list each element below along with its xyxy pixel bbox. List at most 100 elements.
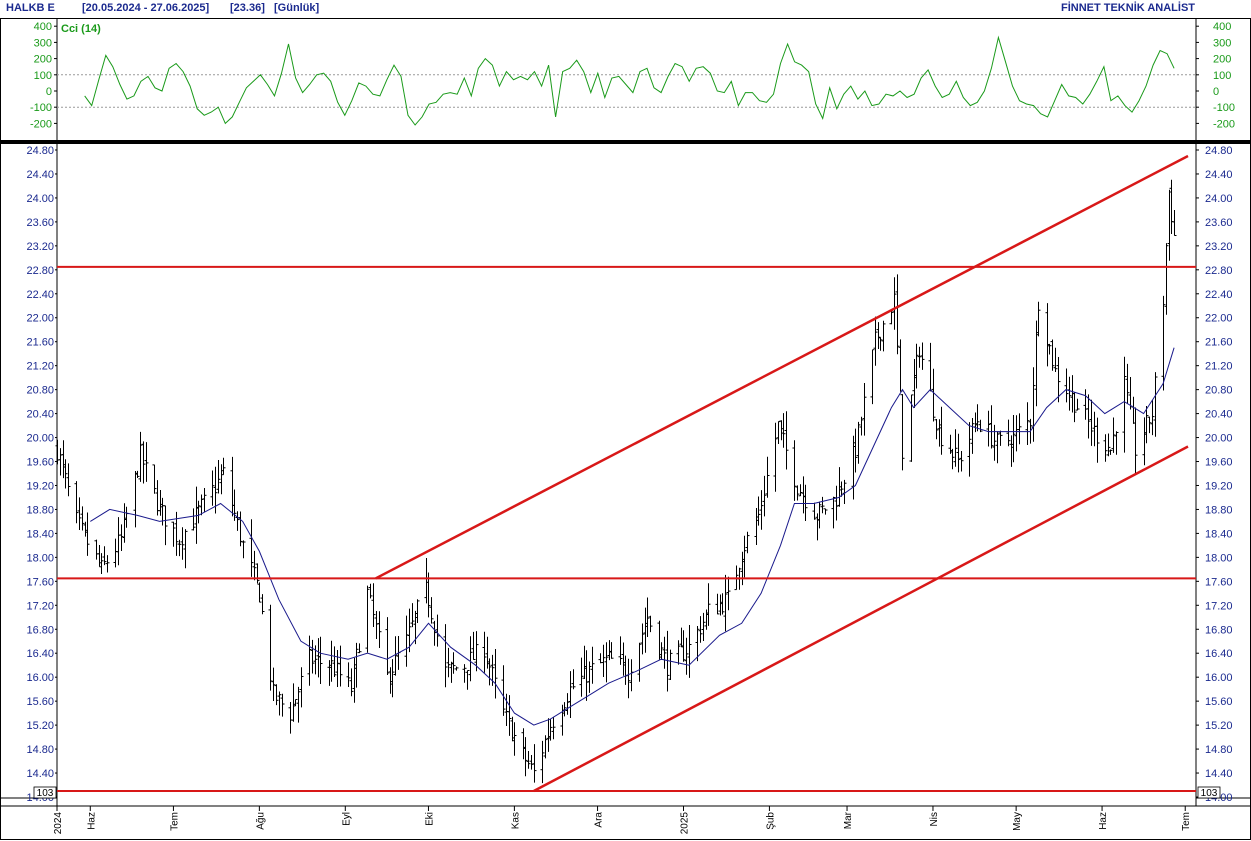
cci-tick-right-label: -100 [1213,102,1235,114]
period-label: [Günlük] [274,2,320,14]
price-tick-right-label: 21.20 [1205,361,1233,373]
cci-tick-left-label: -200 [30,118,52,130]
price-tick-left-label: 18.00 [26,552,54,564]
cci-tick-left-label: 300 [34,37,52,49]
price-tick-left-label: 20.00 [26,433,54,445]
cci-tick-left-label: 200 [34,54,52,66]
price-tick-left-label: 14.40 [26,768,54,780]
price-tick-left-label: 20.80 [26,385,54,397]
price-tick-left-label: 20.40 [26,409,54,421]
price-tick-left-label: 15.60 [26,696,54,708]
date-tick-label: Eyl [341,812,352,826]
price-tick-left-label: 19.20 [26,480,54,492]
price-tick-right-label: 14.80 [1205,744,1233,756]
cci-tick-right-label: -200 [1213,118,1235,130]
price-tick-right-label: 20.80 [1205,385,1233,397]
price-tick-right-label: 23.60 [1205,217,1233,229]
price-tick-right-label: 20.40 [1205,409,1233,421]
price-tick-right-label: 21.60 [1205,337,1233,349]
price-tick-right-label: 16.80 [1205,624,1233,636]
price-tick-right-label: 16.00 [1205,672,1233,684]
price-tick-right-label: 22.40 [1205,289,1233,301]
price-tick-right-label: 18.00 [1205,552,1233,564]
price-tick-right-label: 19.60 [1205,457,1233,469]
price-tick-right-label: 16.40 [1205,648,1233,660]
price-tick-left-label: 17.20 [26,600,54,612]
date-tick-label: Haz [1098,812,1109,830]
cci-tick-right-label: 0 [1213,86,1219,98]
price-tick-left-label: 24.00 [26,193,54,205]
cci-tick-left-label: -100 [30,102,52,114]
price-tick-right-label: 22.80 [1205,265,1233,277]
symbol-label: HALKB E [6,2,55,14]
date-tick-label: Mar [843,811,854,829]
price-tick-left-label: 24.80 [26,145,54,157]
cci-line [84,35,1175,126]
date-tick-label: 2025 [679,812,690,835]
cci-tick-right-label: 100 [1213,70,1231,82]
price-tick-right-label: 15.20 [1205,720,1233,732]
last-price-label: [23.36] [230,2,265,14]
cci-tick-left-label: 400 [34,21,52,33]
price-tick-left-label: 22.40 [26,289,54,301]
price-tick-left-label: 24.40 [26,169,54,181]
cci-tick-left-label: 0 [46,86,52,98]
price-tick-right-label: 24.80 [1205,145,1233,157]
date-range-label: [20.05.2024 - 27.06.2025] [82,2,210,14]
price-tick-left-label: 23.20 [26,241,54,253]
scale-label-right: 103 [1201,788,1218,799]
moving-average-line [90,347,1175,726]
price-tick-left-label: 21.60 [26,337,54,349]
price-tick-left-label: 16.80 [26,624,54,636]
price-tick-right-label: 14.40 [1205,768,1233,780]
price-tick-right-label: 22.00 [1205,313,1233,325]
price-tick-left-label: 22.00 [26,313,54,325]
cci-tick-right-label: 300 [1213,37,1231,49]
price-bars [55,179,1177,784]
price-tick-right-label: 24.40 [1205,169,1233,181]
price-tick-left-label: 18.80 [26,504,54,516]
price-tick-right-label: 18.80 [1205,504,1233,516]
date-tick-label: Şub [765,812,776,830]
date-tick-label: Ara [594,812,605,828]
price-tick-right-label: 17.20 [1205,600,1233,612]
chart-header: HALKB E [20.05.2024 - 27.06.2025] [23.36… [0,0,1251,18]
price-tick-right-label: 15.60 [1205,696,1233,708]
date-tick-label: Kas [510,812,521,829]
date-tick-label: Haz [86,812,97,830]
price-tick-left-label: 14.80 [26,744,54,756]
date-tick-label: Tem [1181,812,1192,831]
scale-label-right-box [1197,786,1221,799]
cci-tick-right-label: 400 [1213,21,1231,33]
price-panel-frame [0,143,1251,840]
cci-panel-frame [0,18,1251,141]
price-tick-left-label: 19.60 [26,457,54,469]
scale-label-left: 103 [37,788,54,799]
date-tick-label: Eki [424,812,435,826]
price-tick-right-label: 18.40 [1205,528,1233,540]
price-tick-right-label: 23.20 [1205,241,1233,253]
price-tick-left-label: 22.80 [26,265,54,277]
date-tick-label: Ağu [255,812,266,830]
price-tick-right-label: 19.20 [1205,480,1233,492]
cci-tick-right-label: 200 [1213,54,1231,66]
price-tick-right-label: 17.60 [1205,576,1233,588]
channel-upper-line [375,154,1189,580]
price-tick-left-label: 17.60 [26,576,54,588]
date-tick-label: May [1012,812,1023,831]
date-tick-label: Tem [169,812,180,831]
price-tick-left-label: 16.00 [26,672,54,684]
price-tick-left-label: 18.40 [26,528,54,540]
provider-label: FİNNET TEKNİK ANALİST [1060,2,1195,14]
cci-label: Cci (14) [61,23,101,35]
price-tick-left-label: 16.40 [26,648,54,660]
price-tick-left-label: 21.20 [26,361,54,373]
scale-label-left-box [33,786,57,799]
price-tick-left-label: 23.60 [26,217,54,229]
date-tick-label: Nis [929,812,940,826]
cci-tick-left-label: 100 [34,70,52,82]
date-tick-label: 2024 [53,812,64,835]
channel-lower-line [533,445,1189,793]
price-tick-left-label: 15.20 [26,720,54,732]
